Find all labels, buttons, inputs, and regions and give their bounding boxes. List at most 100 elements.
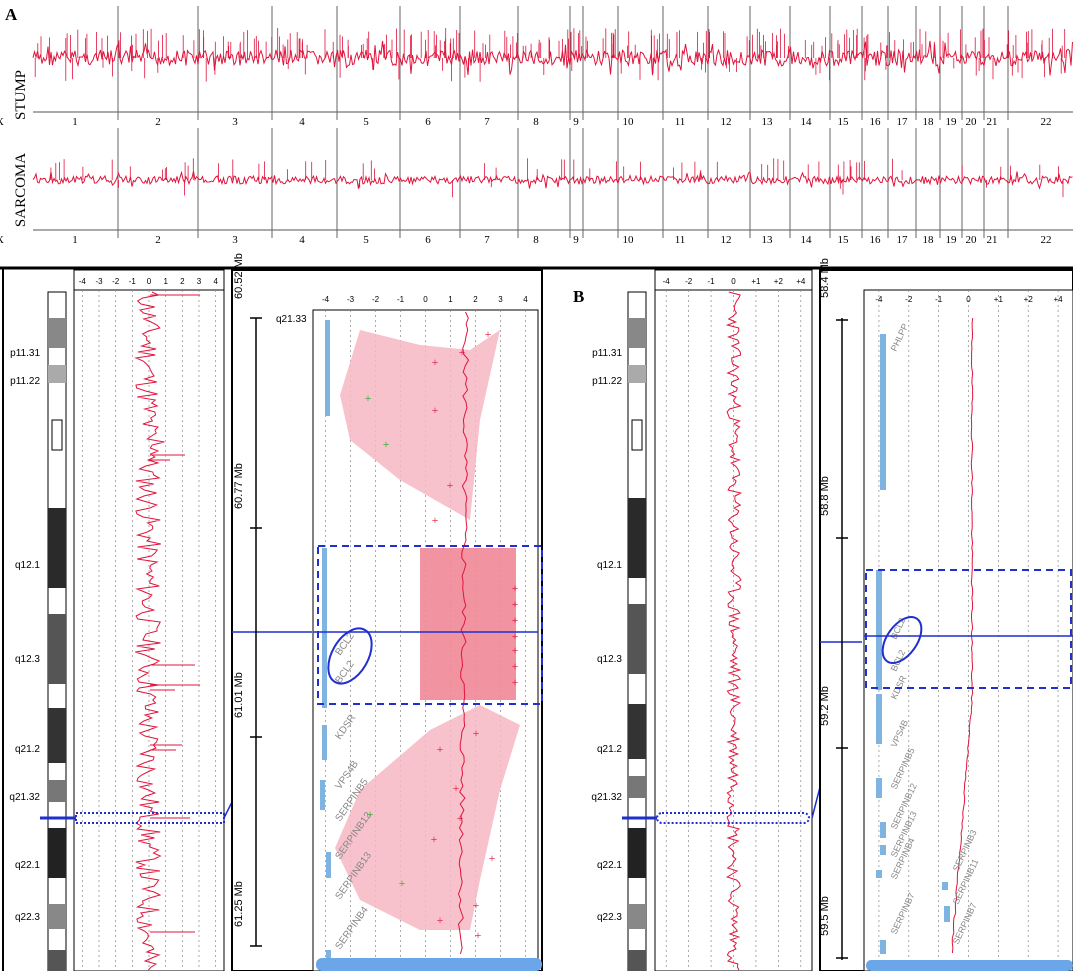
- chromosome-label-13: 13: [762, 116, 774, 128]
- gene-bar: [326, 950, 331, 960]
- chromosome-ideogram-left: [47, 291, 67, 971]
- chromosome-label-14: 14: [801, 234, 813, 246]
- probe-marker-plus: +: [447, 478, 454, 492]
- probe-marker-plus: +: [512, 581, 519, 595]
- mb-label: 59.2 Mb: [819, 686, 831, 726]
- sarcoma-copy-number-trace: [32, 170, 1073, 190]
- chromosome-label-21: 21: [987, 116, 998, 128]
- axis-tick-label: -4: [663, 277, 671, 286]
- axis-tick-label: -3: [95, 277, 103, 286]
- gene-bar: [322, 548, 327, 708]
- chromosome-label-21: 21: [987, 234, 998, 246]
- stump-track: STUMP 1 2 3 4 5 6 7 8 9 10 11 12 13 14 15 16 17 18 19 20 21 2…: [0, 6, 1073, 128]
- chromosome-label-17: 17: [897, 234, 909, 246]
- chromosome-label-12: 12: [721, 116, 732, 128]
- probe-marker-plus: +: [512, 675, 519, 689]
- chromosome-label-6: 6: [425, 234, 431, 246]
- mb-label: 60.52 Mb: [233, 253, 245, 299]
- cytoband-label-q22-1: q22.1: [15, 860, 40, 871]
- cytoband-label-q22-1: q22.1: [597, 860, 622, 871]
- axis-tick-label: +1: [751, 277, 761, 286]
- probe-marker-plus: +: [512, 613, 519, 627]
- axis-tick-label: 1: [448, 295, 453, 304]
- mb-label: 60.77 Mb: [233, 463, 245, 509]
- sarcoma-label: SARCOMA: [13, 153, 29, 227]
- gene-bar: [876, 570, 882, 690]
- axis-tick-label: -1: [708, 277, 716, 286]
- probe-marker-plus: +: [431, 832, 438, 846]
- gene-bar: [326, 852, 331, 878]
- axis-tick-label: -2: [685, 277, 693, 286]
- mb-label: 59.5 Mb: [819, 896, 831, 936]
- gene-bar: [880, 845, 886, 855]
- chromosome-label-X: X: [0, 116, 4, 128]
- axis-tick-label: 0: [423, 295, 428, 304]
- probe-marker-plus: +: [432, 403, 439, 417]
- chromosome-label-10: 10: [623, 234, 635, 246]
- axis-tick-label: -2: [905, 295, 913, 304]
- chromosome-label-5: 5: [363, 116, 369, 128]
- sarcoma-track: SARCOMA 1 2 3 4 5 6 7 8 9 10 11 12 13 14 15 16 17 18 19 20 2…: [0, 128, 1073, 246]
- chromosome-label-6: 6: [425, 116, 431, 128]
- gene-bar: [880, 822, 886, 838]
- cytoband-label-q22-3: q22.3: [597, 912, 622, 923]
- probe-marker-plus: +: [512, 643, 519, 657]
- cytoband-label-q21-2: q21.2: [597, 744, 622, 755]
- stump-label: STUMP: [13, 70, 29, 120]
- chromosome-label-3: 3: [232, 116, 238, 128]
- probe-marker-plus: +: [473, 726, 480, 740]
- chromosome-label-2: 2: [155, 234, 161, 246]
- probe-marker-plus: +: [437, 913, 444, 927]
- cytoband-label-q21-32: q21.32: [9, 792, 40, 803]
- chromosome-label-15: 15: [838, 116, 850, 128]
- stump-copy-number-trace: [32, 40, 1073, 76]
- axis-tick-label: -4: [875, 295, 883, 304]
- chromosome-label-8: 8: [533, 116, 539, 128]
- chromosome-label-19: 19: [946, 234, 958, 246]
- axis-tick-label: 4: [523, 295, 528, 304]
- chromosome-label-18: 18: [923, 234, 935, 246]
- chromosome-label-9: 9: [573, 234, 579, 246]
- gene-bar: [880, 940, 886, 954]
- chromosome-label-10: 10: [623, 116, 635, 128]
- cytoband-label-q21-32: q21.32: [591, 792, 622, 803]
- axis-tick-label: +2: [774, 277, 784, 286]
- axis-tick-label: -4: [79, 277, 87, 286]
- axis-tick-label: +4: [796, 277, 806, 286]
- chromosome-label-2: 2: [155, 116, 161, 128]
- chromosome-label-7: 7: [484, 116, 490, 128]
- mb-label: 61.01 Mb: [233, 672, 245, 718]
- chromosome-label-18: 18: [923, 116, 935, 128]
- probe-marker-green: +: [365, 391, 372, 405]
- axis-tick-label: -1: [129, 277, 137, 286]
- chromosome-label-3: 3: [232, 234, 238, 246]
- probe-marker-plus: +: [457, 811, 464, 825]
- probe-marker-plus: +: [475, 928, 482, 942]
- band-label-q21-33: q21.33: [276, 314, 307, 325]
- chromosome-label-13: 13: [762, 234, 774, 246]
- chromosome-label-20: 20: [966, 234, 978, 246]
- cytoband-label-q12-3: q12.3: [15, 654, 40, 665]
- axis-tick-label: 3: [498, 295, 503, 304]
- probe-marker-green: +: [399, 876, 406, 890]
- axis-tick-label: -4: [322, 295, 330, 304]
- gene-bar: [880, 334, 886, 490]
- gene-bar: [876, 870, 882, 878]
- chromosome-label-16: 16: [870, 116, 882, 128]
- axis-tick-label: 1: [163, 277, 168, 286]
- probe-marker-green: +: [367, 807, 374, 821]
- chromosome-label-X: X: [0, 234, 4, 246]
- axis-tick-label: 2: [473, 295, 478, 304]
- left-log-ratio-plot: -4 -3 -2 -1 0 1 2 3 4: [40, 269, 225, 971]
- gene-bar: [942, 882, 948, 890]
- chromosome-label-20: 20: [966, 116, 978, 128]
- mb-label: 58.8 Mb: [819, 476, 831, 516]
- mb-label: 58.4 Mb: [819, 258, 831, 298]
- chromosome-label-12: 12: [721, 234, 732, 246]
- probe-marker-plus: +: [459, 345, 466, 359]
- chromosome-label-7: 7: [484, 234, 490, 246]
- axis-tick-label: -1: [935, 295, 943, 304]
- probe-marker-plus: +: [432, 513, 439, 527]
